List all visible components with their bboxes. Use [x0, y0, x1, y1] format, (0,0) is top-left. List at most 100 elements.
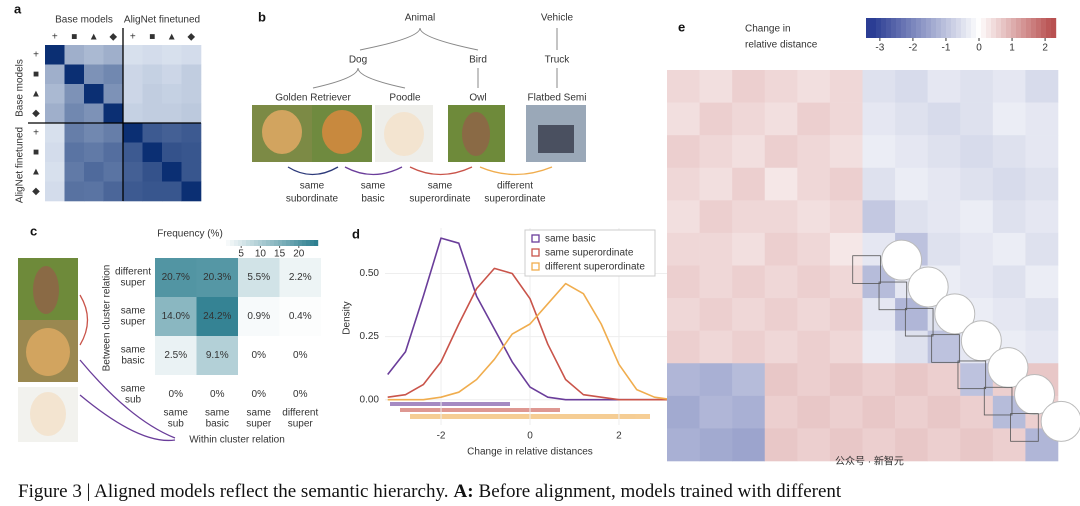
colorbar-title: Frequency (%)	[157, 229, 223, 240]
colorbar-swatch	[298, 240, 303, 246]
heat-cell	[699, 363, 733, 397]
heat-cell	[927, 102, 961, 136]
cluster-box	[904, 307, 934, 337]
col-symbol: ◆	[187, 32, 195, 43]
heat-cell	[732, 395, 766, 429]
cell-label: 0.4%	[289, 311, 312, 322]
heat-cell	[45, 181, 65, 202]
x-tick-label: 0	[527, 431, 533, 442]
relation-label: different	[497, 181, 533, 192]
heat-cell	[45, 142, 65, 163]
between-label: Between cluster relation	[102, 265, 113, 372]
freq-cell	[196, 375, 238, 414]
heat-cell	[829, 70, 863, 103]
heat-cell	[992, 70, 1026, 103]
heat-cell	[960, 200, 994, 234]
within-label: Within cluster relation	[189, 435, 285, 446]
heat-cell	[862, 167, 896, 201]
heat-cell	[667, 167, 700, 201]
heat-cell	[699, 232, 733, 266]
caption-part: Figure 3 | Aligned models reflect the se…	[18, 481, 448, 502]
heat-cell	[862, 395, 896, 429]
heat-cell	[103, 103, 124, 124]
tree-node: Truck	[545, 55, 571, 66]
heat-cell	[667, 70, 700, 103]
heat-cell	[797, 70, 831, 103]
colorbar-swatch	[242, 240, 247, 246]
heat-cell	[829, 330, 863, 364]
heat-cell	[181, 162, 202, 182]
category-icon	[907, 266, 949, 308]
cluster-box	[931, 334, 960, 363]
col-label: super	[246, 419, 272, 430]
heat-cell	[64, 142, 85, 163]
relation-label: basic	[361, 194, 384, 205]
row-label: super	[120, 278, 146, 289]
tree-edges	[312, 27, 558, 89]
heat-cell	[64, 84, 85, 104]
heat-cell	[960, 232, 994, 266]
freq-cell	[279, 297, 321, 336]
heat-cell	[699, 265, 733, 299]
heat-cell	[732, 200, 766, 234]
row-symbol: ◆	[32, 108, 40, 119]
tree-node: Bird	[469, 55, 487, 66]
freq-cell	[196, 336, 238, 375]
heat-cell	[927, 363, 961, 397]
heat-cell	[142, 123, 163, 143]
tree-node: Vehicle	[541, 13, 574, 24]
colorbar-swatch	[971, 18, 977, 38]
colorbar-swatch	[871, 18, 877, 38]
heat-cell	[764, 102, 798, 136]
cell-label: 14.0%	[162, 311, 190, 322]
colorbar-swatch	[258, 240, 263, 246]
heat-cell	[797, 167, 831, 201]
cell-label: 0%	[252, 389, 267, 400]
colorbar-tick-label: 2	[1042, 43, 1048, 54]
heat-cell	[732, 232, 766, 266]
legend-label: same basic	[545, 234, 596, 245]
heat-cell	[862, 102, 896, 136]
heat-cell	[667, 298, 700, 331]
tree-node: Owl	[469, 93, 486, 104]
panel-letter: b	[258, 9, 266, 24]
heat-cell	[667, 428, 700, 462]
heat-cell	[699, 102, 733, 136]
colorbar-swatch	[1011, 18, 1017, 38]
tree-node: Golden Retriever	[275, 93, 351, 104]
heat-cell	[142, 64, 163, 85]
heat-cell	[142, 84, 163, 104]
heat-cell	[797, 395, 831, 429]
colorbar-swatch	[222, 240, 227, 246]
col-symbol: ■	[71, 32, 77, 43]
heat-cell	[992, 265, 1026, 299]
heat-cell	[829, 232, 863, 266]
heat-cell	[732, 135, 766, 169]
heat-cell	[45, 45, 65, 65]
heat-cell	[797, 363, 831, 397]
category-icon	[934, 293, 976, 335]
colorbar-swatch	[886, 18, 892, 38]
heat-cell	[667, 395, 700, 429]
colorbar-swatch	[921, 18, 927, 38]
category-icon	[1014, 373, 1056, 415]
heat-cell	[181, 181, 202, 202]
heat-cell	[829, 265, 863, 299]
heat-cell	[992, 135, 1026, 169]
legend-box	[524, 229, 656, 277]
heat-cell	[45, 162, 65, 182]
heat-cell	[797, 102, 831, 136]
heat-cell	[992, 232, 1026, 266]
cell-label: 9.1%	[206, 350, 229, 361]
colorbar-swatch	[991, 18, 997, 38]
colorbar-swatch	[1036, 18, 1042, 38]
heat-cell	[862, 428, 896, 462]
freq-cell	[155, 336, 197, 375]
heat-cell	[84, 123, 104, 143]
colorbar-swatch	[1006, 18, 1012, 38]
relation-label: subordinate	[286, 194, 339, 205]
freq-cell	[196, 297, 238, 336]
col-symbol: +	[130, 32, 136, 43]
colorbar-swatch	[996, 18, 1002, 38]
